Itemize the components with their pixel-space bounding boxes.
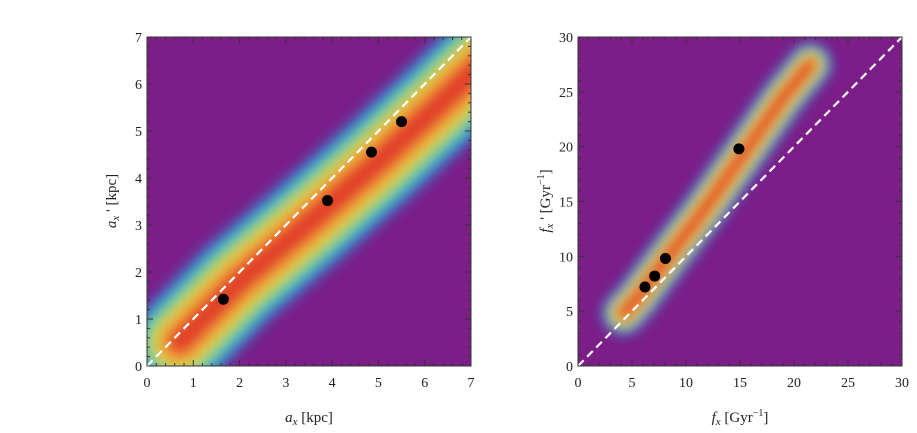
data-point-3 (659, 253, 671, 265)
y-tick-label: 7 (135, 31, 142, 46)
data-point-1 (217, 293, 229, 305)
data-point-1 (639, 281, 651, 293)
data-point-2 (322, 195, 334, 207)
plot-frame-left (146, 36, 472, 367)
y-tick-label: 5 (135, 125, 142, 140)
y-tick-label: 10 (559, 250, 573, 265)
x-tick-label: 5 (375, 376, 382, 391)
reference-line-right (577, 36, 903, 367)
density-band-9 (168, 58, 471, 354)
y-tick-label: 15 (559, 196, 573, 211)
x-tick-label: 3 (282, 376, 289, 391)
y-tick-label: 4 (135, 172, 142, 187)
y-axis-label-left: ax ' [kpc] (104, 174, 122, 228)
ticks-right: 0 5 10 15 20 25 30 0 5 10 15 20 25 30 (559, 31, 909, 391)
x-tick-label: 10 (679, 376, 693, 391)
x-axis-label-left: ax [kpc] (285, 410, 333, 428)
x-tick-label: 30 (895, 376, 909, 391)
y-tick-label: 2 (135, 266, 142, 281)
x-tick-label: 20 (787, 376, 801, 391)
y-tick-label: 0 (566, 360, 573, 375)
x-tick-label: 5 (629, 376, 636, 391)
ticks-left: 0 1 2 3 4 5 6 7 0 1 2 3 4 5 6 7 (135, 31, 475, 391)
y-tick-label: 1 (135, 313, 142, 328)
y-tick-label: 6 (135, 78, 142, 93)
x-tick-label: 1 (190, 376, 197, 391)
x-tick-label: 6 (421, 376, 428, 391)
data-point-4 (733, 143, 745, 155)
y-tick-label: 5 (566, 305, 573, 320)
x-tick-label: 15 (733, 376, 747, 391)
data-point-2 (649, 270, 661, 282)
points-left (217, 116, 408, 305)
density-field-left (147, 37, 471, 366)
points-right (639, 143, 745, 293)
reference-line-left (146, 36, 472, 367)
y-tick-label: 3 (135, 219, 142, 234)
y-tick-label: 0 (135, 360, 142, 375)
y-tick-label: 30 (559, 31, 573, 46)
x-tick-label: 2 (236, 376, 243, 391)
data-point-4 (396, 116, 408, 128)
x-tick-label: 7 (468, 376, 475, 391)
x-axis-label-right: fx [Gyr−1] (712, 408, 769, 428)
y-tick-label: 25 (559, 86, 573, 101)
data-point-3 (365, 146, 377, 158)
right-panel: 0 5 10 15 20 25 30 0 5 10 15 20 25 30 fx [Gyr−1] fx '… (536, 31, 909, 428)
x-tick-label: 0 (575, 376, 582, 391)
x-tick-label: 4 (329, 376, 336, 391)
x-tick-label: 25 (841, 376, 855, 391)
y-axis-label-right: fx ' [Gyr−1] (536, 169, 556, 232)
y-tick-label: 20 (559, 141, 573, 156)
x-tick-label: 0 (144, 376, 151, 391)
left-panel: 0 1 2 3 4 5 6 7 0 1 2 3 4 5 6 7 ax [kpc] ax ' [kpc] (104, 31, 475, 428)
